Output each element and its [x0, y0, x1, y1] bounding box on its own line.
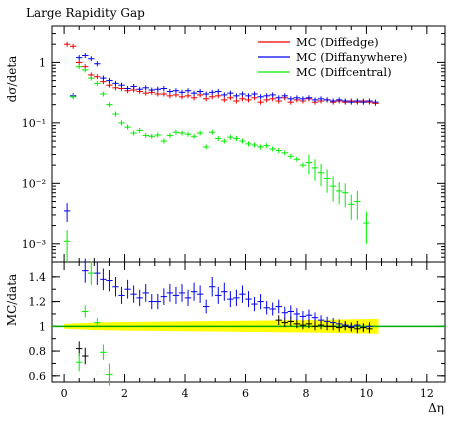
ratio-y-tick-label: 1.4: [29, 271, 47, 284]
main-axis-ticks: 1 10⁻¹ 10⁻² 10⁻³: [22, 25, 445, 263]
x-tick-label: 4: [182, 387, 189, 400]
ratio-y-axis-label: MC/data: [5, 274, 19, 326]
legend-label: MC (Diffedge): [296, 35, 379, 49]
ratio-series-mc-diffedge-: [76, 341, 89, 365]
x-tick-label: 12: [420, 387, 434, 400]
legend-label: MC (Diffanywhere): [296, 50, 407, 64]
y-tick-label: 1: [39, 56, 46, 69]
ratio-series-marks: [52, 258, 445, 386]
ratio-panel-frame: [51, 261, 446, 383]
x-tick-label: 10: [359, 387, 373, 400]
series-mc-diffcentral-: [63, 64, 370, 262]
y-tick-label: 10⁻³: [22, 238, 46, 251]
ratio-y-tick-label: 1.2: [29, 296, 47, 309]
x-tick-label: 6: [242, 387, 249, 400]
ratio-y-tick-label: 1: [39, 320, 46, 333]
ratio-y-tick-label: 0.8: [29, 345, 47, 358]
ratio-series-mc-diffcentral-: [76, 261, 113, 386]
main-series-marks: [63, 41, 379, 262]
legend-label: MC (Diffcentral): [296, 65, 392, 79]
y-tick-label: 10⁻²: [22, 177, 46, 190]
x-tick-label: 0: [61, 387, 68, 400]
ratio-axis-ticks: 0.6 0.8 1 1.2 1.4 0 2 4 6 8 10 12: [29, 262, 445, 400]
series-mc-diffanywhere-: [63, 53, 379, 222]
ratio-series-data-ratio: [275, 315, 373, 334]
y-tick-label: 10⁻¹: [22, 117, 46, 130]
x-tick-label: 2: [121, 387, 128, 400]
chart-title: Large Rapidity Gap: [26, 6, 145, 20]
ratio-y-tick-label: 0.6: [29, 370, 47, 383]
chart-legend: MC (Diffedge)MC (Diffanywhere)MC (Diffce…: [258, 35, 407, 79]
x-axis-label: Δη: [428, 401, 444, 415]
y-axis-label: dσ/deta: [5, 56, 19, 103]
x-tick-label: 8: [302, 387, 309, 400]
